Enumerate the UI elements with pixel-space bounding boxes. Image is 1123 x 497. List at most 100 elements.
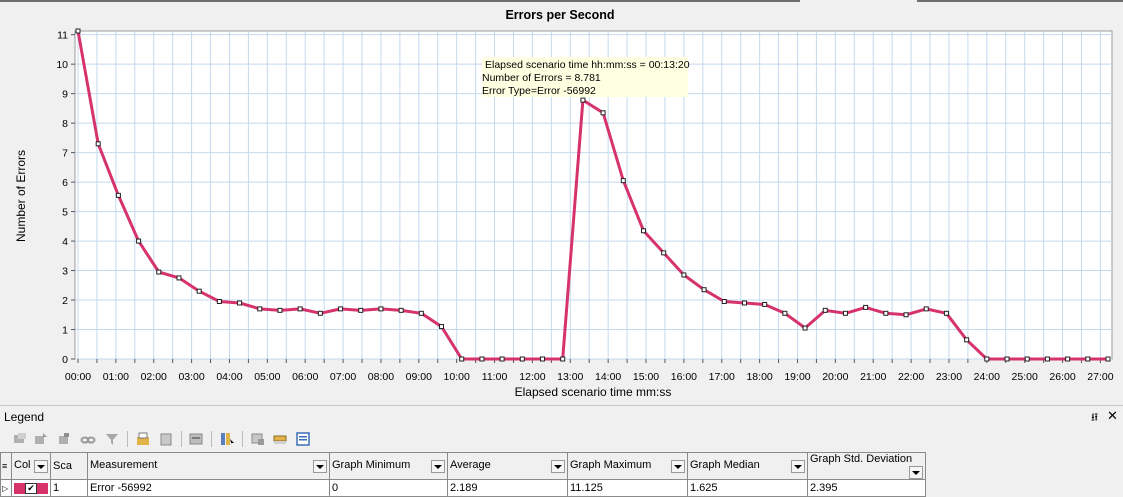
y-tick-label: 1 — [62, 325, 68, 337]
data-point-marker[interactable] — [984, 356, 990, 362]
data-point-marker[interactable] — [560, 356, 566, 362]
grid-settings-icon[interactable] — [250, 431, 266, 447]
data-point-marker[interactable] — [1085, 356, 1091, 362]
add-measurement-icon[interactable] — [33, 431, 49, 447]
series-color-swatch[interactable]: ✔ — [14, 482, 48, 494]
color-cell[interactable]: ✔ — [11, 479, 51, 497]
data-point-marker[interactable] — [883, 310, 889, 316]
data-point-marker[interactable] — [257, 306, 263, 312]
data-point-marker[interactable] — [741, 300, 747, 306]
data-point-marker[interactable] — [115, 192, 121, 198]
chevron-down-icon[interactable] — [431, 460, 445, 474]
highlight-icon[interactable] — [272, 431, 288, 447]
chevron-down-icon[interactable] — [909, 466, 923, 479]
data-point-marker[interactable] — [1105, 356, 1111, 362]
data-point-marker[interactable] — [822, 307, 828, 313]
data-point-marker[interactable] — [964, 337, 970, 343]
select-columns-icon[interactable] — [219, 431, 235, 447]
print-icon[interactable] — [158, 431, 174, 447]
data-point-marker[interactable] — [176, 275, 182, 281]
col-header-label: Average — [450, 459, 491, 472]
data-point-marker[interactable] — [1065, 356, 1071, 362]
data-point-marker[interactable] — [863, 304, 869, 310]
data-point-marker[interactable] — [943, 310, 949, 316]
chevron-down-icon[interactable] — [551, 460, 565, 474]
chevron-down-icon[interactable] — [791, 460, 805, 474]
col-header-scale[interactable]: Sca — [50, 451, 88, 481]
data-point-marker[interactable] — [378, 306, 384, 312]
data-point-marker[interactable] — [479, 356, 485, 362]
export-icon[interactable] — [135, 431, 151, 447]
remove-measurement-icon[interactable] — [56, 431, 72, 447]
data-point-marker[interactable] — [661, 250, 667, 256]
data-point-marker[interactable] — [1044, 356, 1050, 362]
col-header-graph-median[interactable]: Graph Median — [687, 451, 808, 481]
chevron-down-icon[interactable] — [34, 460, 48, 474]
col-header-label: Col — [14, 459, 31, 472]
data-point-marker[interactable] — [338, 306, 344, 312]
data-point-marker[interactable] — [681, 272, 687, 278]
data-point-marker[interactable] — [620, 178, 626, 184]
data-point-marker[interactable] — [95, 141, 101, 147]
data-point-marker[interactable] — [701, 287, 707, 293]
chevron-down-icon[interactable] — [313, 460, 327, 474]
data-point-marker[interactable] — [1004, 356, 1010, 362]
data-point-marker[interactable] — [358, 307, 364, 313]
data-point-marker[interactable] — [782, 310, 788, 316]
graph-median-cell: 1.625 — [687, 479, 808, 497]
properties-icon[interactable] — [295, 431, 311, 447]
link-icon[interactable] — [80, 431, 96, 447]
col-header-color[interactable]: Col — [11, 451, 51, 481]
data-point-marker[interactable] — [540, 356, 546, 362]
row-selector-header[interactable]: ≡ — [0, 451, 12, 481]
row-selector[interactable]: ▷ — [0, 479, 12, 497]
data-point-marker[interactable] — [721, 299, 727, 305]
chart-panel: Errors per Second 0 1 2 3 4 5 6 7 8 9 10 11 00:00 01… — [0, 0, 1123, 405]
data-point-marker[interactable] — [842, 310, 848, 316]
pin-icon[interactable]: ⭿ — [1091, 412, 1099, 424]
window-top-strip — [0, 0, 1123, 4]
data-point-marker[interactable] — [903, 312, 909, 318]
col-header-measurement[interactable]: Measurement — [87, 451, 330, 481]
series-visible-checkbox[interactable]: ✔ — [25, 482, 37, 494]
x-tick-label: 22:00 — [898, 371, 924, 383]
chart-title: Errors per Second — [505, 8, 614, 22]
data-point-marker[interactable] — [802, 325, 808, 331]
x-axis-title: Elapsed scenario time mm:ss — [515, 385, 672, 399]
errors-per-second-chart[interactable]: Errors per Second 0 1 2 3 4 5 6 7 8 9 10 11 00:00 01… — [0, 0, 1123, 405]
series-line-error-56992[interactable] — [76, 30, 1108, 361]
data-point-marker[interactable] — [297, 306, 303, 312]
data-point-marker[interactable] — [1024, 356, 1030, 362]
data-point-marker[interactable] — [923, 306, 929, 312]
data-point-marker[interactable] — [277, 307, 283, 313]
data-point-marker[interactable] — [580, 97, 586, 103]
configure-measurement-icon[interactable] — [12, 431, 28, 447]
filter-icon[interactable] — [104, 431, 120, 447]
close-icon[interactable]: ✕ — [1107, 408, 1118, 423]
data-point-marker[interactable] — [398, 307, 404, 313]
data-point-marker[interactable] — [75, 28, 81, 34]
chevron-down-icon[interactable] — [671, 460, 685, 474]
col-header-graph-minimum[interactable]: Graph Minimum — [329, 451, 448, 481]
data-point-marker[interactable] — [600, 110, 606, 116]
col-header-graph-std-deviation[interactable]: Graph Std. Deviation — [807, 451, 926, 481]
data-point-marker[interactable] — [640, 228, 646, 234]
data-point-marker[interactable] — [459, 356, 465, 362]
col-header-graph-maximum[interactable]: Graph Maximum — [567, 451, 688, 481]
data-point-marker[interactable] — [317, 310, 323, 316]
data-point-marker[interactable] — [499, 356, 505, 362]
data-point-marker[interactable] — [216, 299, 222, 305]
col-header-average[interactable]: Average — [447, 451, 568, 481]
show-hide-icon[interactable] — [188, 431, 204, 447]
data-point-marker[interactable] — [156, 269, 162, 275]
data-point-marker[interactable] — [418, 310, 424, 316]
data-point-marker[interactable] — [519, 356, 525, 362]
data-point-marker[interactable] — [237, 300, 243, 306]
data-point-marker[interactable] — [136, 238, 142, 244]
data-point-marker[interactable] — [762, 301, 768, 307]
table-row[interactable]: ▷ ✔ 1 Error -56992 0 2.189 11.125 1.625 … — [0, 479, 926, 497]
x-tick-label: 17:00 — [709, 371, 735, 383]
data-point-marker[interactable] — [196, 288, 202, 294]
data-point-marker[interactable] — [439, 324, 445, 330]
legend-header: Legend ⭿ ✕ — [0, 406, 1123, 426]
